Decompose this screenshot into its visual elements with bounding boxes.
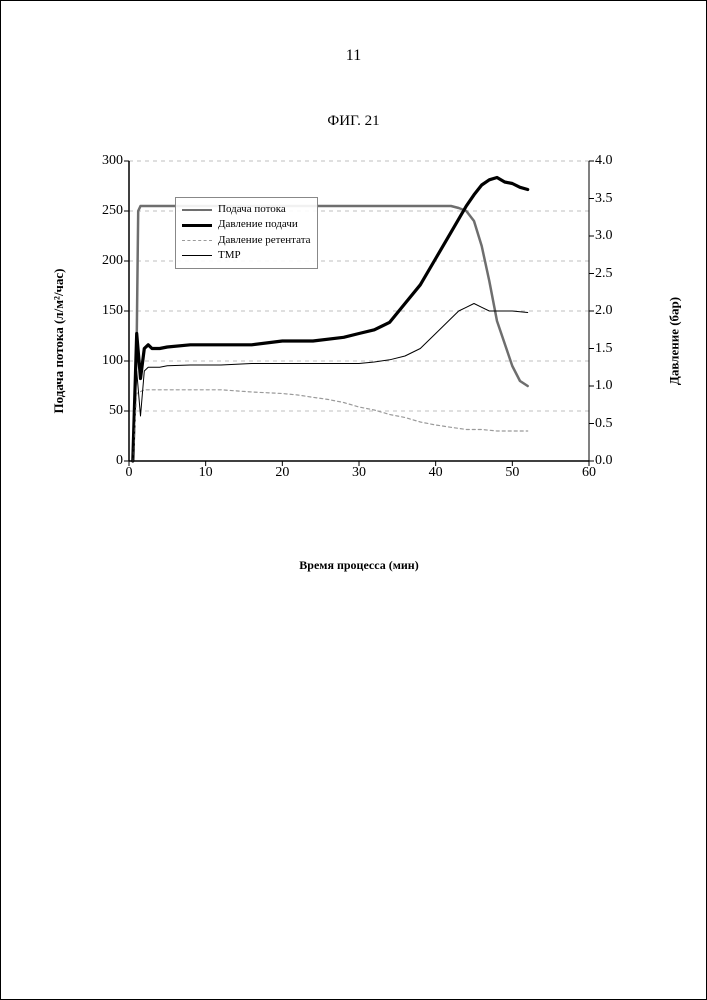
y-right-tick: 1.5	[589, 341, 613, 357]
y-right-axis-label: Давление (бар)	[666, 297, 682, 385]
y-left-tick: 50	[109, 403, 129, 419]
y-right-tick: 3.0	[589, 228, 613, 244]
page-number: 11	[1, 47, 706, 65]
page: 11 ФИГ. 21 Подача потока (л/м²/час) Давл…	[0, 0, 707, 1000]
y-right-tick: 2.0	[589, 303, 613, 319]
legend-item-feed_pressure: Давление подачи	[182, 217, 311, 232]
legend-swatch	[182, 255, 212, 256]
x-tick: 60	[582, 461, 596, 481]
y-right-tick: 1.0	[589, 378, 613, 394]
y-left-tick: 300	[102, 153, 129, 169]
legend: Подача потокаДавление подачиДавление рет…	[175, 197, 318, 269]
x-tick: 10	[199, 461, 213, 481]
y-left-tick: 250	[102, 203, 129, 219]
legend-label: TMP	[218, 248, 241, 263]
legend-label: Давление подачи	[218, 217, 298, 232]
y-left-tick: 100	[102, 353, 129, 369]
legend-item-retentate_pressure: Давление ретентата	[182, 233, 311, 248]
x-tick: 50	[505, 461, 519, 481]
legend-swatch	[182, 240, 212, 241]
y-left-axis-label: Подача потока (л/м²/час)	[51, 269, 67, 414]
legend-item-feed_flow: Подача потока	[182, 202, 311, 217]
x-tick: 20	[275, 461, 289, 481]
y-right-tick: 4.0	[589, 153, 613, 169]
series-retentate_pressure	[133, 390, 528, 461]
figure-title: ФИГ. 21	[1, 113, 706, 130]
x-axis-label: Время процесса (мин)	[79, 558, 639, 573]
x-tick: 0	[126, 461, 133, 481]
series-tmp	[133, 304, 528, 462]
y-right-tick: 3.5	[589, 191, 613, 207]
y-left-tick: 200	[102, 253, 129, 269]
y-right-tick: 2.5	[589, 266, 613, 282]
y-right-tick: 0.5	[589, 416, 613, 432]
x-tick: 30	[352, 461, 366, 481]
x-tick: 40	[429, 461, 443, 481]
legend-swatch	[182, 209, 212, 211]
legend-item-tmp: TMP	[182, 248, 311, 263]
legend-label: Подача потока	[218, 202, 286, 217]
chart-container: Подача потока (л/м²/час) Давление (бар) …	[79, 151, 639, 531]
legend-label: Давление ретентата	[218, 233, 311, 248]
plot-area: 0501001502002503000.00.51.01.52.02.53.03…	[129, 161, 589, 461]
y-left-tick: 150	[102, 303, 129, 319]
legend-swatch	[182, 224, 212, 227]
